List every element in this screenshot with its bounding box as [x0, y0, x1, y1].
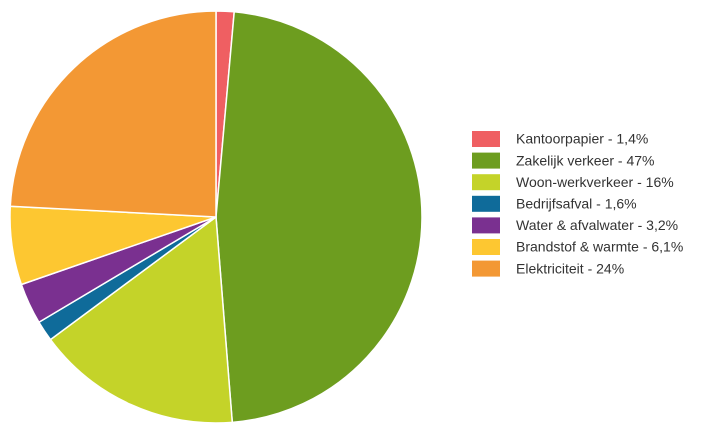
legend-swatch — [472, 195, 500, 212]
legend-label: Kantoorpapier - 1,4% — [516, 131, 648, 147]
legend-swatch — [472, 260, 500, 277]
legend-swatch — [472, 239, 500, 255]
legend-label: Elektriciteit - 24% — [516, 260, 624, 276]
pie-slice — [215, 10, 423, 423]
legend-swatch — [472, 217, 500, 234]
legend-label: Brandstof & warmte - 6,1% — [516, 239, 683, 255]
legend-swatch — [472, 174, 500, 191]
pie-slice — [9, 10, 217, 218]
legend-label: Woon-werkverkeer - 16% — [516, 174, 674, 190]
legend-swatch — [472, 131, 500, 147]
legend-label: Bedrijfsafval - 1,6% — [516, 196, 637, 212]
legend-label: Zakelijk verkeer - 47% — [516, 152, 655, 168]
legend-label: Water & afvalwater - 3,2% — [516, 217, 678, 233]
legend-swatch — [472, 152, 500, 169]
